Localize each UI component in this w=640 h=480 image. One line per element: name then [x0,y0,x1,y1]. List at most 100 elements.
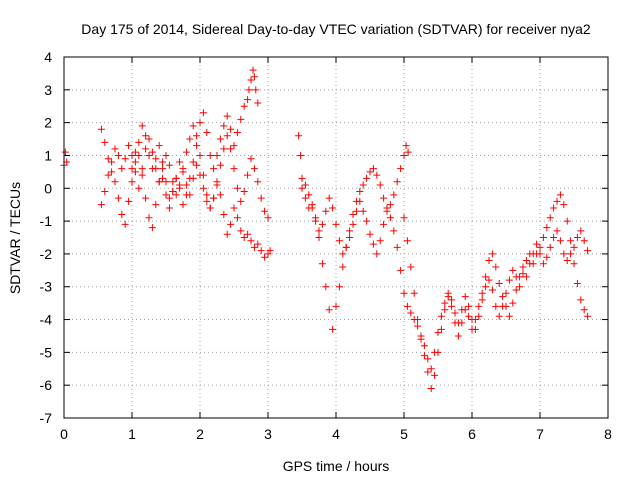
data-point [155,178,163,186]
data-point [250,165,258,173]
data-point [237,227,245,235]
data-point [505,312,513,320]
data-point [159,174,167,182]
data-point [220,211,228,219]
data-point [247,76,255,84]
data-point [61,148,69,156]
data-point [250,243,258,251]
data-point [114,151,122,159]
x-tick-label: 4 [332,426,340,442]
data-point [502,289,510,297]
data-point [128,151,136,159]
data-point [543,224,551,232]
data-point [145,135,153,143]
data-point [356,197,364,205]
data-point [244,171,252,179]
data-point [125,142,133,150]
data-point [264,214,272,222]
data-point [223,112,231,120]
data-point [131,168,139,176]
data-point [536,243,544,251]
data-point [335,237,343,245]
data-point [451,309,459,317]
data-point [325,306,333,314]
data-point [584,312,592,320]
data-point [145,214,153,222]
data-point [475,302,483,310]
data-point [437,312,445,320]
data-point [237,197,245,205]
data-point [444,293,452,301]
data-point [410,289,418,297]
x-tick-label: 6 [468,426,476,442]
data-point [220,145,228,153]
data-point [318,220,326,228]
data-point [363,174,371,182]
data-point [193,161,201,169]
data-point [135,138,143,146]
data-point [213,151,221,159]
data-point [206,204,214,212]
data-point [254,240,262,248]
data-point [97,125,105,133]
data-point [519,263,527,271]
y-tick-label: 2 [44,115,52,131]
data-point [135,184,143,192]
data-point [386,201,394,209]
data-point [502,302,510,310]
data-point [108,158,116,166]
data-point [400,151,408,159]
data-point [182,148,190,156]
x-tick-label: 1 [128,426,136,442]
data-point [397,266,405,274]
data-point [495,279,503,287]
data-point [390,191,398,199]
data-point [393,178,401,186]
data-point [509,299,517,307]
data-point [492,263,500,271]
data-point [298,174,306,182]
data-point [424,368,432,376]
data-point [121,155,129,163]
data-point [414,316,422,324]
data-point [216,191,224,199]
data-point [380,220,388,228]
data-point [417,335,425,343]
data-point [227,125,235,133]
data-point [199,184,207,192]
data-point [261,207,269,215]
data-point [519,270,527,278]
data-point [556,191,564,199]
x-tick-label: 8 [604,426,612,442]
data-point [172,191,180,199]
data-point [247,237,255,245]
data-point [451,319,459,327]
data-point [349,220,357,228]
data-point [339,250,347,258]
data-point [142,194,150,202]
data-point [536,250,544,258]
y-tick-label: 0 [44,180,52,196]
data-point [249,66,257,74]
data-point [329,204,337,212]
data-point [420,352,428,360]
data-point [131,158,139,166]
data-point [162,151,170,159]
x-tick-label: 0 [60,426,68,442]
data-point [216,161,224,169]
data-point [142,145,150,153]
data-point [128,165,136,173]
y-tick-label: -4 [40,312,53,328]
data-point [223,230,231,238]
data-point [189,122,197,130]
data-point [186,135,194,143]
data-point [247,155,255,163]
data-point [308,204,316,212]
y-tick-label: 4 [44,49,52,65]
data-point [407,309,415,317]
data-point [182,181,190,189]
data-point [176,184,184,192]
y-axis-label: SDTVAR / TECUs [7,182,23,294]
data-point [332,220,340,228]
data-point [567,237,575,245]
